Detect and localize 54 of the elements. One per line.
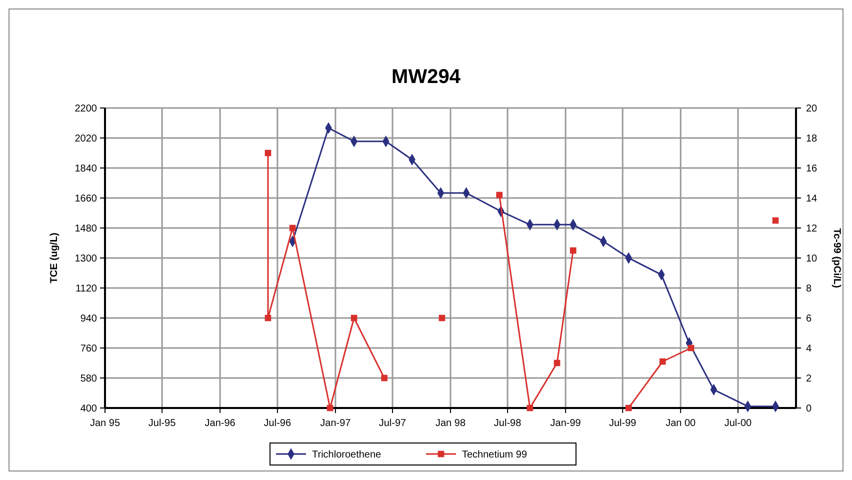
y-tick-label: 1840 <box>74 164 98 174</box>
point <box>496 192 503 198</box>
x-tick-label: Jul-00 <box>724 418 752 429</box>
legend-label: Trichloroethene <box>312 450 382 460</box>
y-tick-label: 1480 <box>74 224 98 234</box>
point <box>570 247 576 254</box>
x-tick-label: Jan 00 <box>666 418 696 429</box>
y-tick-label: 2020 <box>74 134 98 144</box>
x-tick-label: Jan 95 <box>90 418 120 429</box>
point <box>264 314 272 322</box>
point <box>688 344 694 352</box>
x-tick-label: Jul-98 <box>494 418 522 429</box>
y-tick-label: 940 <box>80 314 98 324</box>
y2-tick-label: 4 <box>806 344 812 354</box>
point <box>625 404 632 412</box>
legend-label: Technetium 99 <box>462 450 528 460</box>
y-tick-label: 1300 <box>74 254 98 264</box>
x-tick-label: Jul-99 <box>608 418 637 429</box>
y-tick-label: 760 <box>80 344 98 354</box>
point <box>264 150 272 156</box>
x-tick-label: Jan-97 <box>320 418 352 429</box>
y-tick-label: 1660 <box>74 194 98 204</box>
x-tick-label: Jan-99 <box>550 418 582 429</box>
point <box>554 360 560 366</box>
point <box>326 404 334 412</box>
x-tick-label: Jul-97 <box>378 418 407 429</box>
y-axis-title: TCE (ug/L) <box>49 232 60 284</box>
y-tick-label: 400 <box>80 404 98 414</box>
point <box>350 314 358 322</box>
y2-tick-label: 0 <box>806 404 812 414</box>
y-tick-label: 580 <box>80 374 98 384</box>
y2-axis-title: Tc-99 (pCi/L) <box>831 228 842 288</box>
y2-tick-label: 12 <box>806 224 818 234</box>
point <box>526 404 534 412</box>
y2-tick-label: 6 <box>806 314 812 324</box>
y2-tick-label: 14 <box>806 194 818 204</box>
y-tick-label: 1120 <box>75 284 98 294</box>
y2-tick-label: 2 <box>806 374 812 384</box>
y2-tick-label: 18 <box>806 134 818 144</box>
point <box>438 314 446 322</box>
point <box>659 358 666 365</box>
point <box>289 224 296 232</box>
x-tick-label: Jul-96 <box>264 418 292 429</box>
y2-tick-label: 16 <box>806 164 818 174</box>
chart-title: MW294 <box>392 66 462 88</box>
x-tick-label: Jul-95 <box>148 418 176 429</box>
y2-tick-label: 10 <box>806 254 818 264</box>
x-tick-label: Jan-96 <box>204 418 236 429</box>
point <box>772 217 779 224</box>
y-tick-label: 2200 <box>74 104 98 114</box>
x-tick-label: Jan 98 <box>435 418 466 429</box>
y2-tick-label: 20 <box>806 104 818 114</box>
point <box>381 374 388 382</box>
y2-tick-label: 8 <box>806 284 812 294</box>
